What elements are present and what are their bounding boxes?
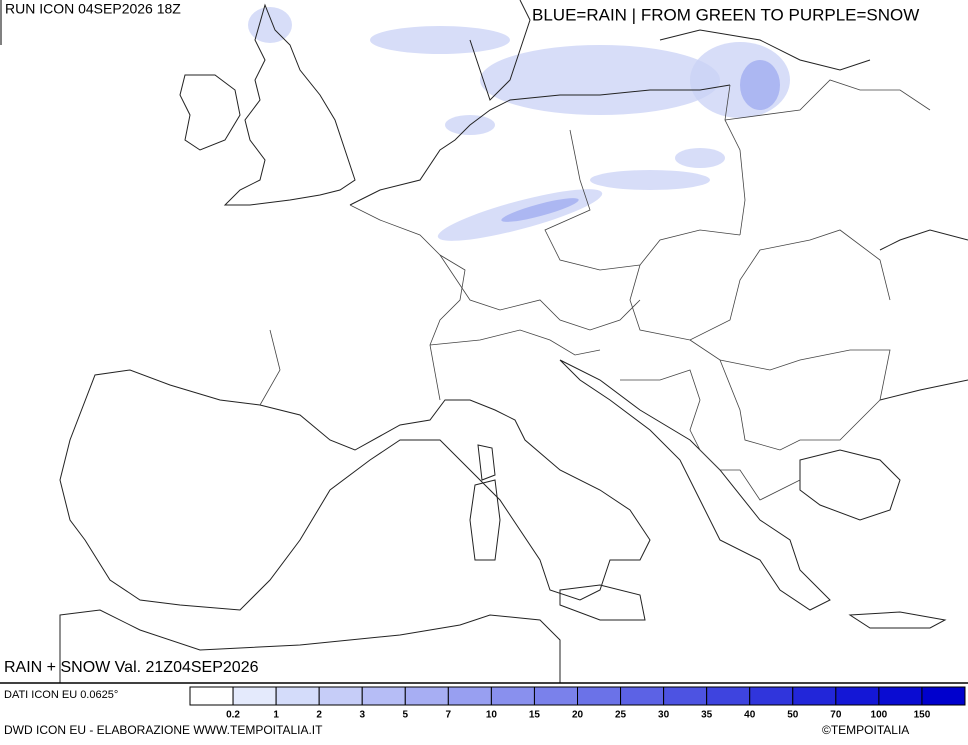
colorbar-swatch xyxy=(835,686,880,706)
colorbar-label: 30 xyxy=(658,710,670,721)
colorbar-label: 3 xyxy=(359,710,365,721)
colorbar-swatch xyxy=(878,686,923,706)
colorbar-swatch xyxy=(533,686,579,706)
source-label: DATI ICON EU 0.0625° xyxy=(4,689,118,701)
colorbar-swatch xyxy=(232,686,277,706)
colorbar-swatch xyxy=(792,686,837,706)
colorbar-label: 50 xyxy=(787,710,799,721)
map-title: RAIN + SNOW Val. 21Z04SEP2026 xyxy=(4,659,259,676)
run-label: RUN ICON 04SEP2026 18Z xyxy=(5,1,181,17)
copyright: ©TEMPOITALIA xyxy=(822,723,909,737)
colorbar-label: 20 xyxy=(572,710,584,721)
colorbar-label: 7 xyxy=(446,710,452,721)
colorbar-swatch xyxy=(663,686,708,706)
colorbar-swatch xyxy=(921,686,966,706)
colorbar-swatch xyxy=(361,686,406,706)
credit: DWD ICON EU - ELABORAZIONE WWW.TEMPOITAL… xyxy=(4,723,323,737)
colorbar-swatch xyxy=(447,686,492,706)
colorbar-swatch xyxy=(275,686,320,706)
colorbar-label: 1 xyxy=(273,710,279,721)
coastlines xyxy=(59,0,968,684)
colorbar-label: 15 xyxy=(529,710,541,721)
colorbar-label: 150 xyxy=(914,710,931,721)
colorbar-label: 10 xyxy=(486,710,498,721)
borders xyxy=(259,79,931,501)
colorbar-label: 40 xyxy=(744,710,756,721)
colorbar-swatch xyxy=(577,686,622,706)
colorbar-swatch xyxy=(620,686,665,706)
colorbar: 0.2 1 2 3 5 7 10 15 20 25 30 35 40 50 70 100 150 xyxy=(189,686,966,721)
colorbar-swatch xyxy=(706,686,751,706)
colorbar-label: 5 xyxy=(402,710,408,721)
colorbar-swatch xyxy=(404,686,449,706)
colorbar-label: 70 xyxy=(830,710,842,721)
colorbar-swatch xyxy=(749,686,794,706)
colorbar-label: 25 xyxy=(615,710,627,721)
colorbar-swatch xyxy=(490,686,535,706)
colorbar-swatch xyxy=(318,686,363,706)
colorbar-label: 35 xyxy=(701,710,713,721)
colorbar-label: 100 xyxy=(871,710,888,721)
colorbar-label: 0.2 xyxy=(226,710,240,721)
colorbar-swatch xyxy=(189,686,234,706)
colorbar-label: 2 xyxy=(316,710,322,721)
legend-note: BLUE=RAIN | FROM GREEN TO PURPLE=SNOW xyxy=(532,5,919,24)
